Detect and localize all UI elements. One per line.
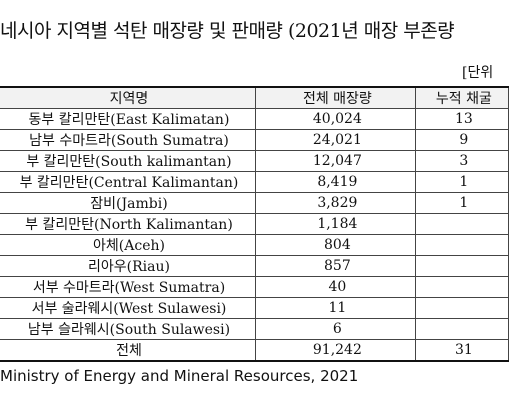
table-cell: 부 칼리만탄(Central Kalimantan) — [0, 171, 256, 193]
table-cell: 40,024 — [254, 108, 416, 130]
table-cell — [414, 213, 510, 235]
table-cell: 857 — [254, 255, 416, 277]
table-cell: 9 — [414, 129, 510, 151]
table-row: 전체 91,242 31 — [0, 339, 510, 362]
table-cell: 13 — [414, 108, 510, 130]
table-cell — [414, 255, 510, 277]
table-row: 잠비(Jambi) 3,829 1 — [0, 192, 510, 214]
table-cell: 40 — [254, 276, 416, 298]
table-cell: 3,829 — [254, 192, 416, 214]
title: 네시아 지역별 석탄 매장량 및 판매량 (2021년 매장 부존량 — [0, 20, 455, 42]
table-cell: 6 — [254, 318, 416, 340]
table-row: 남부 수마트라(South Sumatra) 24,021 9 — [0, 129, 510, 151]
table-cell: 전체 — [0, 339, 256, 362]
table-cell: 남부 슬라웨시(South Sulawesi) — [0, 318, 256, 340]
table-cell: 1 — [414, 192, 510, 214]
table-cell: 남부 수마트라(South Sumatra) — [0, 129, 256, 151]
table-row: 리아우(Riau) 857 — [0, 255, 510, 277]
table-cell: 잠비(Jambi) — [0, 192, 256, 214]
column-header: 누적 채굴 — [414, 86, 510, 109]
column-header: 지역명 — [0, 86, 256, 109]
table-cell: 804 — [254, 234, 416, 256]
table-cell: 8,419 — [254, 171, 416, 193]
table-cell: 12,047 — [254, 150, 416, 172]
unit-label: [단위 — [462, 65, 494, 81]
table-cell: 11 — [254, 297, 416, 319]
table-cell: 1 — [414, 171, 510, 193]
table-row: 부 칼리만탄(Central Kalimantan) 8,419 1 — [0, 171, 510, 193]
table-row: 서부 술라웨시(West Sulawesi) 11 — [0, 297, 510, 319]
table-cell: 아체(Aceh) — [0, 234, 256, 256]
table-row: 부 칼리만탄(North Kalimantan) 1,184 — [0, 213, 510, 235]
table-cell: 91,242 — [254, 339, 416, 362]
table-row: 동부 칼리만탄(East Kalimatan) 40,024 13 — [0, 108, 510, 130]
table-cell: 리아우(Riau) — [0, 255, 256, 277]
table-cell: 부 칼리만탄(North Kalimantan) — [0, 213, 256, 235]
source: Ministry of Energy and Mineral Resources… — [0, 367, 359, 385]
table-cell — [414, 234, 510, 256]
table-row: 아체(Aceh) 804 — [0, 234, 510, 256]
table-cell — [414, 276, 510, 298]
table-row: 남부 슬라웨시(South Sulawesi) 6 — [0, 318, 510, 340]
table-cell: 24,021 — [254, 129, 416, 151]
table-cell: 1,184 — [254, 213, 416, 235]
table-row: 부 칼리만탄(South kalimantan) 12,047 3 — [0, 150, 510, 172]
column-header: 전체 매장량 — [254, 86, 416, 109]
table-cell: 3 — [414, 150, 510, 172]
header-row: 지역명 전체 매장량 누적 채굴 — [0, 86, 510, 109]
table-cell: 서부 수마트라(West Sumatra) — [0, 276, 256, 298]
table-cell: 서부 술라웨시(West Sulawesi) — [0, 297, 256, 319]
table-row: 서부 수마트라(West Sumatra) 40 — [0, 276, 510, 298]
table-cell — [414, 297, 510, 319]
reserves-table: 지역명 전체 매장량 누적 채굴 동부 칼리만탄(East Kalimatan) 40… — [0, 86, 510, 362]
table-cell: 부 칼리만탄(South kalimantan) — [0, 150, 256, 172]
table-cell: 동부 칼리만탄(East Kalimatan) — [0, 108, 256, 130]
table-cell: 31 — [414, 339, 510, 362]
table-cell — [414, 318, 510, 340]
